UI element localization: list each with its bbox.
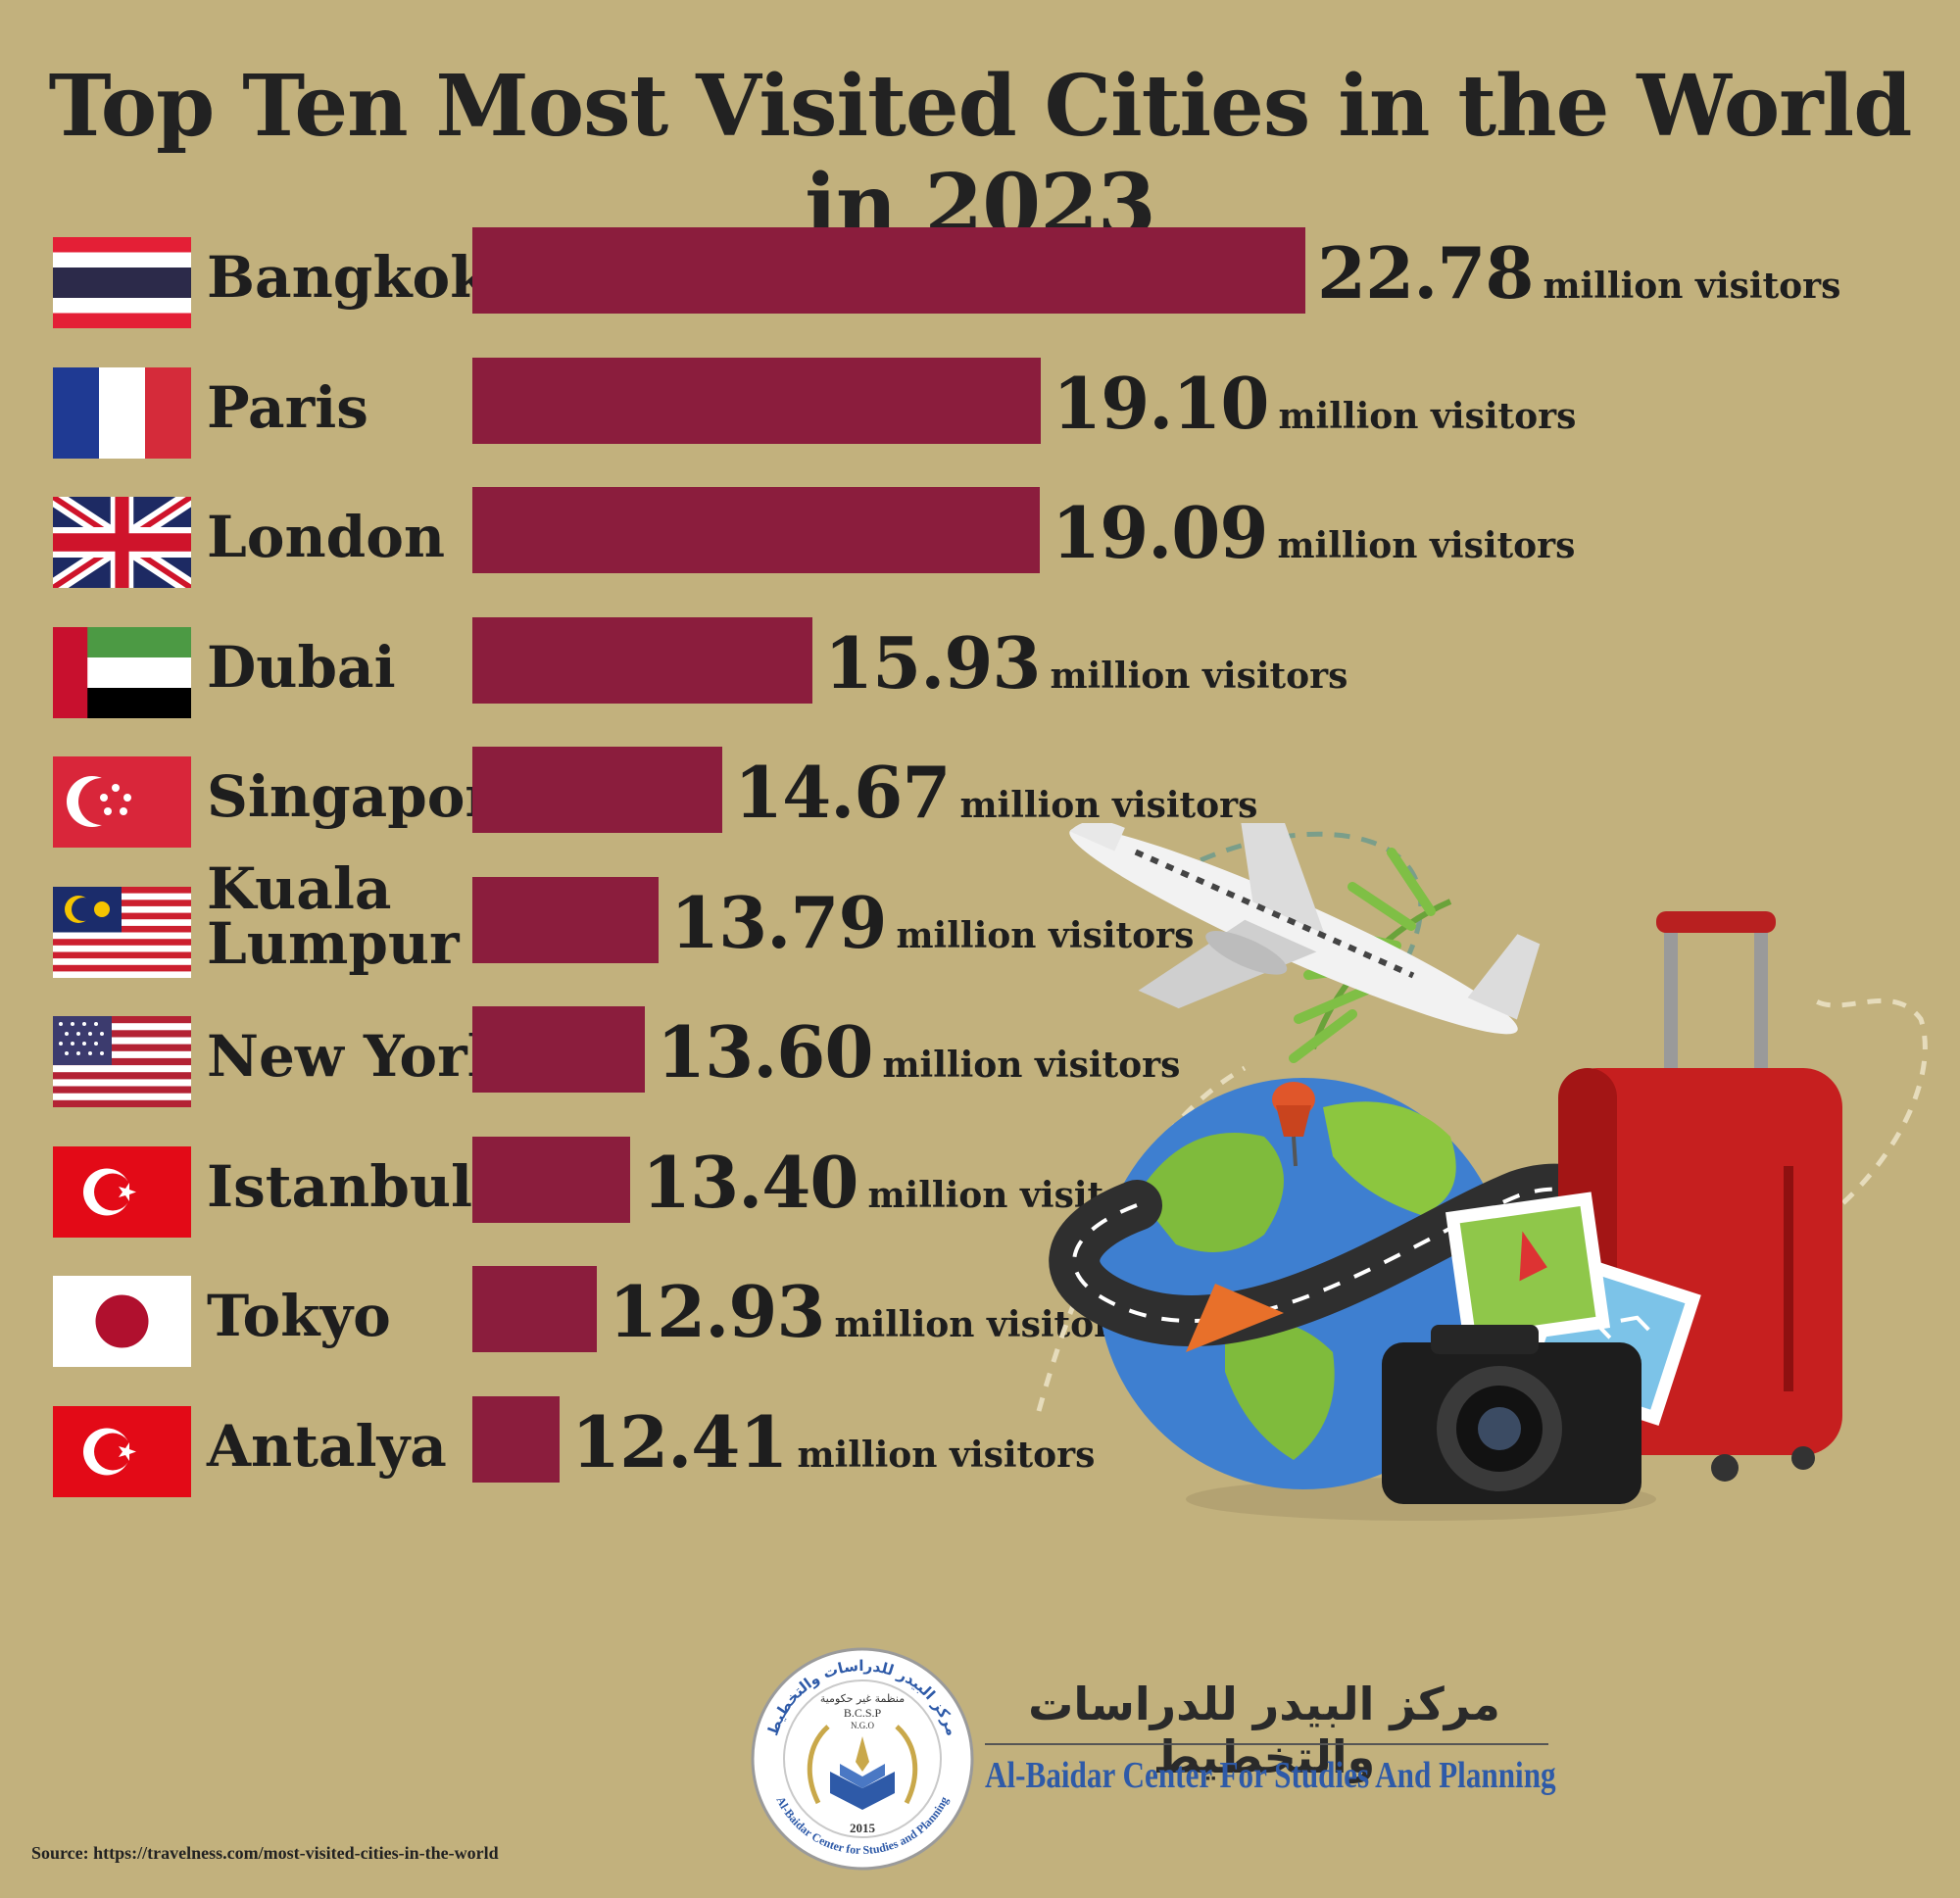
city-label-kuala-lumpur: Kuala Lumpur [207, 854, 460, 977]
turkey-flag-icon [53, 1145, 191, 1238]
bar-paris [472, 357, 1041, 444]
bar-istanbul [472, 1136, 630, 1223]
value-unit: million visitors [797, 1434, 1096, 1476]
value-label-paris: 19.10 million visitors [1053, 362, 1576, 445]
value-label-dubai: 15.93 million visitors [824, 621, 1348, 705]
city-label-dubai: Dubai [207, 633, 396, 701]
france-flag-icon [53, 366, 191, 459]
logo-ngo-arabic: منظمة غير حكومية [820, 1692, 905, 1705]
bar-new-york [472, 1006, 645, 1093]
bar-antalya [472, 1395, 560, 1483]
value-unit: million visitors [882, 1045, 1181, 1086]
turkey-flag-icon [53, 1405, 191, 1497]
value-number: 19.10 [1053, 361, 1269, 445]
organization-name-arabic: مركز البيدر للدراسات والتخطيط [1028, 1678, 1500, 1783]
value-number: 15.93 [824, 620, 1041, 705]
value-label-bangkok: 22.78 million visitors [1317, 231, 1840, 315]
city-label-new-york: New York [207, 1023, 507, 1090]
value-label-singapore: 14.67 million visitors [734, 751, 1257, 834]
value-number: 19.09 [1052, 491, 1268, 574]
value-label-new-york: 13.60 million visitors [657, 1010, 1180, 1094]
bar-tokyo [472, 1266, 597, 1352]
value-number: 12.93 [609, 1270, 825, 1353]
logo-ngo: N.G.O [851, 1721, 874, 1730]
value-unit: million visitors [959, 785, 1258, 826]
value-number: 12.41 [571, 1399, 788, 1484]
source-note: Source: https://travelness.com/most-visi… [31, 1843, 499, 1863]
chart-title: Top Ten Most Visited Cities in the World… [48, 57, 1913, 255]
bar-bangkok [472, 227, 1305, 314]
value-label-antalya: 12.41 million visitors [571, 1400, 1095, 1484]
value-unit: million visitors [1050, 655, 1348, 697]
logo-abbr: B.C.S.P [844, 1706, 882, 1720]
logo-year: 2015 [850, 1821, 876, 1835]
value-label-london: 19.09 million visitors [1052, 491, 1575, 574]
travel-illustration [1036, 823, 1928, 1521]
malaysia-flag-icon [53, 886, 191, 978]
value-unit: million visitors [1277, 525, 1576, 566]
japan-flag-icon [53, 1276, 191, 1367]
value-unit: million visitors [1278, 395, 1577, 437]
singapore-flag-icon [53, 756, 191, 848]
organization-logo: مركز البيدر للدراسات والتخطيط Al-Baidar … [751, 1647, 974, 1871]
city-label-london: London [207, 504, 446, 570]
value-unit: million visitors [1543, 266, 1841, 307]
organization-divider [985, 1743, 1548, 1745]
uae-flag-icon [53, 626, 191, 718]
value-number: 14.67 [734, 751, 951, 834]
uk-flag-icon [53, 497, 191, 588]
thailand-flag-icon [53, 237, 191, 328]
bar-singapore [472, 747, 722, 833]
city-label-bangkok: Bangkok [207, 244, 490, 311]
bar-dubai [472, 616, 812, 704]
city-label-tokyo: Tokyo [207, 1283, 391, 1349]
city-label-paris: Paris [207, 373, 368, 441]
value-label-kuala-lumpur: 13.79 million visitors [670, 881, 1194, 964]
city-label-istanbul: Istanbul [207, 1152, 473, 1220]
value-number: 13.79 [670, 880, 887, 964]
organization-name-english: Al-Baidar Center For Studies And Plannin… [985, 1755, 1556, 1796]
city-label-antalya: Antalya [207, 1412, 447, 1480]
usa-flag-icon [53, 1016, 191, 1107]
value-number: 13.60 [657, 1010, 873, 1094]
bar-chart: Bangkok 22.78 million visitors Paris 19.10 mi… [53, 227, 1840, 1497]
value-number: 22.78 [1317, 231, 1534, 315]
bar-london [472, 487, 1040, 573]
value-number: 13.40 [642, 1140, 858, 1224]
bar-kuala-lumpur [472, 876, 659, 963]
value-unit: million visitors [896, 914, 1195, 956]
